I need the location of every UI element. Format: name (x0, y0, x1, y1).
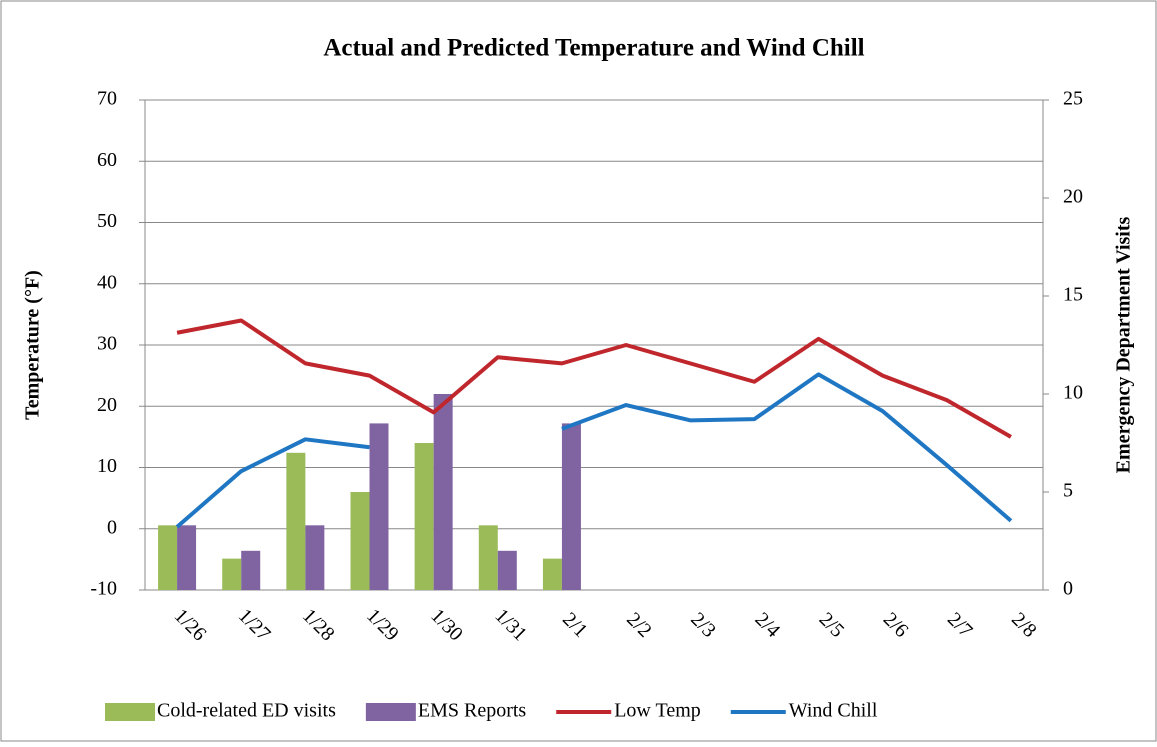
bar (241, 550, 261, 590)
bar (478, 525, 498, 590)
line (175, 372, 1013, 529)
bar (561, 423, 581, 590)
y-axis-title: Temperature (°F) (22, 270, 44, 420)
y2-tick-label: 15 (1063, 284, 1083, 306)
y-tick-label: 30 (97, 333, 117, 355)
y-tick-label: 60 (97, 149, 117, 171)
y2-tick-label: 5 (1063, 480, 1073, 502)
bar (414, 443, 434, 590)
y-tick-label: 10 (97, 455, 117, 477)
chart-title: Actual and Predicted Temperature and Win… (323, 35, 864, 62)
bar (305, 525, 325, 590)
y2-tick-label: 20 (1063, 186, 1083, 208)
bar (369, 423, 389, 590)
bar (497, 550, 517, 590)
bar (350, 492, 370, 590)
y2-tick-label: 10 (1063, 382, 1083, 404)
y-tick-label: -10 (90, 578, 117, 600)
y-tick-label: 50 (97, 210, 117, 232)
legend-swatch (365, 703, 416, 721)
legend-label: Wind Chill (789, 700, 878, 722)
legend-label: EMS Reports (418, 700, 527, 722)
legend-label: Cold-related ED visits (157, 700, 336, 722)
bar (286, 452, 306, 590)
bar (433, 394, 453, 590)
bar (542, 558, 562, 590)
line (176, 318, 1012, 439)
bar (158, 525, 178, 590)
y-tick-label: 40 (97, 271, 117, 293)
legend-label: Low Temp (614, 700, 701, 722)
y2-axis-title: Emergency Department Visits (1113, 216, 1135, 473)
y2-tick-label: 0 (1063, 578, 1073, 600)
bar (222, 558, 242, 590)
legend-swatch (105, 703, 155, 721)
bar (177, 525, 197, 590)
y2-tick-label: 25 (1063, 88, 1083, 110)
y-tick-label: 70 (97, 88, 117, 110)
y-tick-label: 20 (97, 394, 117, 416)
y-tick-label: 0 (107, 516, 117, 538)
